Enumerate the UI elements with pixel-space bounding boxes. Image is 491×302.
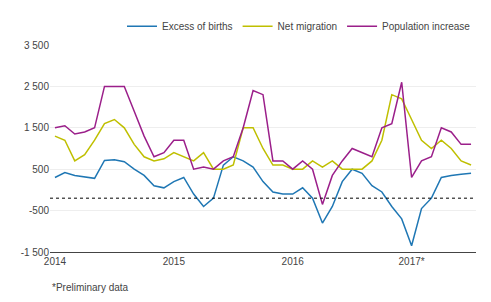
svg-text:Net migration: Net migration (278, 21, 337, 32)
svg-text:2016: 2016 (282, 256, 305, 267)
svg-text:1 500: 1 500 (24, 122, 49, 133)
svg-text:500: 500 (32, 164, 49, 175)
svg-text:2017*: 2017* (399, 256, 425, 267)
svg-text:-500: -500 (29, 205, 49, 216)
svg-text:Excess of births: Excess of births (162, 21, 233, 32)
svg-text:2 500: 2 500 (24, 81, 49, 92)
svg-text:-1 500: -1 500 (21, 247, 50, 258)
svg-text:2014: 2014 (44, 256, 67, 267)
svg-text:3 500: 3 500 (24, 40, 49, 51)
svg-text:2015: 2015 (163, 256, 186, 267)
svg-text:*Preliminary data: *Preliminary data (52, 282, 129, 293)
svg-text:Population increase: Population increase (382, 21, 470, 32)
